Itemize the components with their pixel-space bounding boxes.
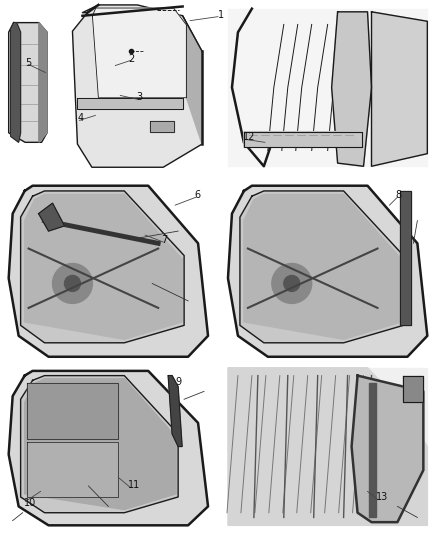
Polygon shape xyxy=(9,371,208,526)
Text: 10: 10 xyxy=(24,498,36,508)
Polygon shape xyxy=(9,185,208,357)
Text: 9: 9 xyxy=(175,377,181,387)
Polygon shape xyxy=(150,121,173,132)
Text: 3: 3 xyxy=(136,92,142,102)
Text: 2: 2 xyxy=(128,53,134,63)
Polygon shape xyxy=(244,132,361,147)
Polygon shape xyxy=(72,5,202,167)
Text: 7: 7 xyxy=(161,235,167,245)
Polygon shape xyxy=(403,376,424,402)
Polygon shape xyxy=(400,191,411,325)
Polygon shape xyxy=(21,376,178,513)
Polygon shape xyxy=(352,376,424,522)
Circle shape xyxy=(284,276,300,292)
Text: 1: 1 xyxy=(218,10,224,20)
Text: 5: 5 xyxy=(25,58,32,68)
Polygon shape xyxy=(368,384,377,518)
Polygon shape xyxy=(92,8,187,98)
Polygon shape xyxy=(78,98,183,109)
Circle shape xyxy=(272,263,312,303)
Polygon shape xyxy=(371,12,427,166)
Text: 4: 4 xyxy=(78,114,84,123)
Text: 8: 8 xyxy=(396,190,402,200)
Polygon shape xyxy=(25,195,182,340)
Polygon shape xyxy=(27,384,118,439)
Circle shape xyxy=(53,263,92,303)
Polygon shape xyxy=(240,191,403,343)
Text: 12: 12 xyxy=(243,132,255,142)
Polygon shape xyxy=(228,9,427,166)
Polygon shape xyxy=(228,185,427,357)
Polygon shape xyxy=(187,25,202,144)
Text: 13: 13 xyxy=(375,492,388,503)
Circle shape xyxy=(64,276,81,292)
Polygon shape xyxy=(332,12,371,166)
Text: 11: 11 xyxy=(128,480,141,490)
Polygon shape xyxy=(228,368,427,526)
Polygon shape xyxy=(228,368,427,526)
Polygon shape xyxy=(39,22,47,142)
Polygon shape xyxy=(25,379,176,510)
Polygon shape xyxy=(244,195,401,340)
Text: 6: 6 xyxy=(194,190,200,200)
Polygon shape xyxy=(168,376,182,447)
Polygon shape xyxy=(39,203,64,231)
Polygon shape xyxy=(9,22,47,142)
Polygon shape xyxy=(11,22,21,142)
Polygon shape xyxy=(21,191,184,343)
Polygon shape xyxy=(27,442,118,497)
